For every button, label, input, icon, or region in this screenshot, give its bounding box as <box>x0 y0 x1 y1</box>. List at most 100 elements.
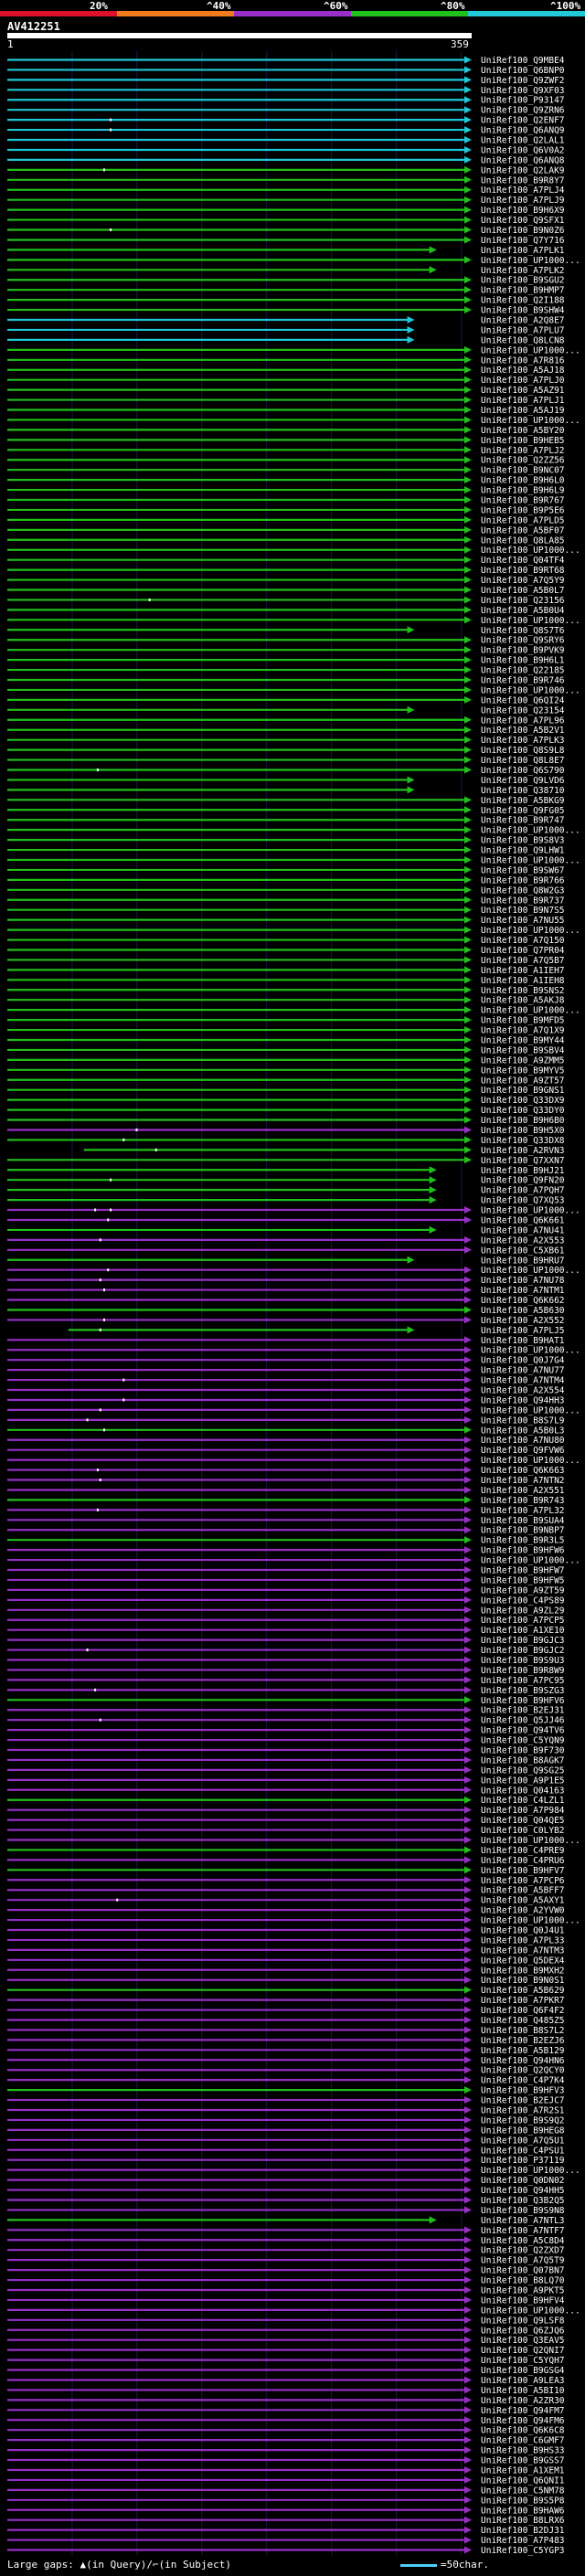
gap-marker <box>96 768 99 771</box>
hit-end-arrow <box>464 1786 472 1794</box>
hit-end-arrow <box>464 155 472 164</box>
hit-row: UniRef100_Q9ZRN6 <box>7 106 565 116</box>
hit-end-arrow <box>464 525 472 534</box>
hit-label: UniRef100_B9S9U3 <box>481 1656 565 1666</box>
hit-end-arrow <box>464 1595 472 1604</box>
hit-row: UniRef100_B9F730 <box>7 1746 565 1756</box>
hit-row: UniRef100_Q3EAV5 <box>7 2336 565 2346</box>
hit-label: UniRef100_UP1000... <box>481 826 580 836</box>
hit-row: UniRef100_B9S8V3 <box>7 836 565 846</box>
hit-end-arrow <box>464 2546 472 2554</box>
hit-label: UniRef100_B9S5P8 <box>481 2496 565 2506</box>
hit-end-arrow <box>464 196 472 204</box>
gap-marker <box>122 1378 125 1382</box>
hit-end-arrow <box>464 96 472 104</box>
hit-end-arrow <box>464 296 472 304</box>
hit-label: UniRef100_A7PLK3 <box>481 736 565 746</box>
hit-end-arrow <box>464 306 472 314</box>
hit-label: UniRef100_B9HFV4 <box>481 2295 565 2306</box>
hit-label: UniRef100_B9GJC3 <box>481 1636 565 1646</box>
hit-row: UniRef100_B9S9N8 <box>7 2206 565 2216</box>
hit-label: UniRef100_A9ZL29 <box>481 1606 565 1616</box>
hit-end-arrow <box>464 345 472 354</box>
hit-row: UniRef100_UP1000... <box>7 345 580 355</box>
hit-end-arrow <box>464 1616 472 1624</box>
hit-label: UniRef100_A1XEM1 <box>481 2465 565 2475</box>
hit-label: UniRef100_B9NC07 <box>481 466 565 476</box>
hit-row: UniRef100_C0LYB2 <box>7 1826 565 1836</box>
hit-row: UniRef100_C6GMF7 <box>7 2436 565 2446</box>
hit-label: UniRef100_B9H6L0 <box>481 476 565 486</box>
hit-row: UniRef100_A9ZMM5 <box>7 1055 565 1065</box>
hit-row: UniRef100_B9H6L1 <box>7 656 565 666</box>
hit-end-arrow <box>464 855 472 864</box>
hit-row: UniRef100_B9SZG3 <box>7 1686 565 1696</box>
hit-end-arrow <box>464 1426 472 1434</box>
hit-end-arrow <box>464 806 472 814</box>
hit-row: UniRef100_A7PKR7 <box>7 1996 565 2006</box>
hit-label: UniRef100_A2ZR30 <box>481 2396 565 2406</box>
hit-row: UniRef100_B8S7L2 <box>7 2026 565 2036</box>
hit-label: UniRef100_B9MFD5 <box>481 1016 565 1026</box>
hit-row: UniRef100_UP1000... <box>7 826 580 836</box>
hit-row: UniRef100_Q6S790 <box>7 766 565 776</box>
hit-label: UniRef100_Q5JJ46 <box>481 1716 565 1726</box>
hit-end-arrow <box>464 1476 472 1484</box>
hit-end-arrow <box>464 1045 472 1054</box>
hit-end-arrow <box>464 2016 472 2024</box>
gap-marker <box>86 1648 89 1652</box>
hit-end-arrow <box>464 2465 472 2474</box>
hit-end-arrow <box>464 1796 472 1804</box>
legend-tick-label: ^40% <box>207 0 231 12</box>
hit-label: UniRef100_B9HAT1 <box>481 1336 565 1346</box>
hit-row: UniRef100_A1IEH8 <box>7 976 565 986</box>
hit-end-arrow <box>407 786 415 794</box>
hit-row: UniRef100_A9LEA3 <box>7 2376 565 2386</box>
hit-label: UniRef100_P93147 <box>481 96 565 106</box>
gap-marker <box>86 1418 89 1422</box>
hit-row: UniRef100_Q04TF4 <box>7 556 565 566</box>
hit-end-arrow <box>464 116 472 124</box>
hit-row: UniRef100_Q2ZZ56 <box>7 456 565 466</box>
hit-row: UniRef100_Q5JJ46 <box>7 1716 565 1726</box>
hit-end-arrow <box>464 546 472 554</box>
hit-row: UniRef100_B9SUA4 <box>7 1516 565 1526</box>
hit-end-arrow <box>464 1415 472 1424</box>
hit-row: UniRef100_Q8S7T6 <box>7 626 565 636</box>
hit-end-arrow <box>464 1516 472 1524</box>
hit-label: UniRef100_B8S7L2 <box>481 2026 565 2036</box>
hit-end-arrow <box>464 126 472 134</box>
hit-row: UniRef100_UP1000... <box>7 1456 580 1466</box>
hit-row: UniRef100_Q33DX8 <box>7 1136 565 1146</box>
hit-label: UniRef100_UP1000... <box>481 256 580 266</box>
hit-end-arrow <box>464 1336 472 1344</box>
hit-end-arrow <box>464 1286 472 1294</box>
hit-label: UniRef100_B9HFW7 <box>481 1566 565 1576</box>
hit-row: UniRef100_B8LRX6 <box>7 2516 565 2526</box>
hit-row: UniRef100_A7NTM3 <box>7 1945 565 1956</box>
hit-row: UniRef100_Q6K661 <box>7 1215 565 1225</box>
hit-row: UniRef100_Q9SFX1 <box>7 216 565 226</box>
hit-end-arrow <box>464 865 472 874</box>
hit-label: UniRef100_A9ZT59 <box>481 1585 565 1595</box>
hit-label: UniRef100_B9SHW4 <box>481 306 565 316</box>
hit-end-arrow <box>464 676 472 684</box>
hit-row: UniRef100_B2EJ31 <box>7 1706 565 1716</box>
hit-label: UniRef100_A5AKJ8 <box>481 996 565 1006</box>
hit-row: UniRef100_B9MFD5 <box>7 1016 565 1026</box>
hit-label: UniRef100_Q23156 <box>481 596 565 606</box>
hit-end-arrow <box>464 1806 472 1814</box>
hit-label: UniRef100_C5YQH7 <box>481 2356 565 2366</box>
hit-label: UniRef100_UP1000... <box>481 546 580 556</box>
hit-end-arrow <box>464 366 472 374</box>
hit-row: UniRef100_C5NM78 <box>7 2486 565 2496</box>
hit-label: UniRef100_Q2QCY0 <box>481 2066 565 2076</box>
hit-label: UniRef100_B8S7L9 <box>481 1415 565 1426</box>
hit-row: UniRef100_A7PLJ5 <box>68 1326 565 1336</box>
hit-label: UniRef100_Q2QNI7 <box>481 2346 565 2356</box>
hit-row: UniRef100_A5B0L7 <box>7 586 565 596</box>
hit-end-arrow <box>464 1235 472 1244</box>
hit-row: UniRef100_Q0J4U1 <box>7 1926 565 1936</box>
hit-label: UniRef100_A7PQH7 <box>481 1186 565 1196</box>
hit-end-arrow <box>464 1686 472 1694</box>
